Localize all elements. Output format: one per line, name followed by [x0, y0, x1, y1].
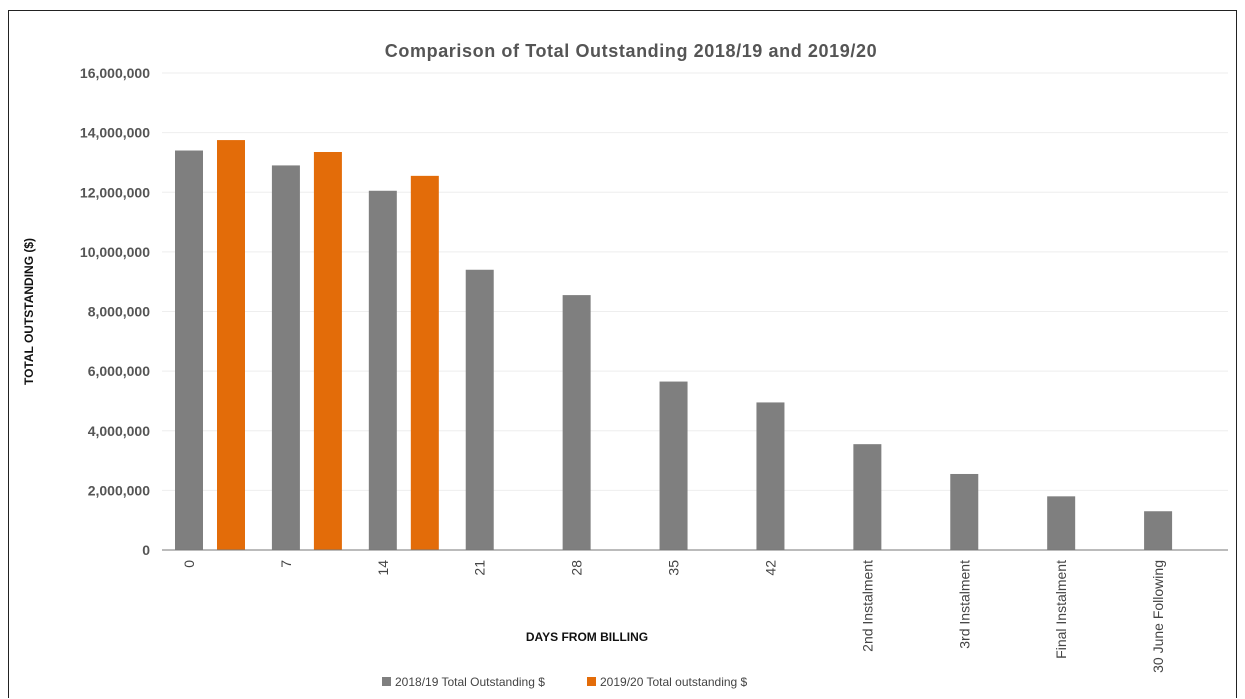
x-tick-label: 7: [278, 560, 294, 568]
bar-2018-19: [465, 269, 494, 550]
legend-swatch: [587, 677, 596, 686]
x-tick-label: 21: [472, 560, 488, 576]
y-tick-label: 6,000,000: [88, 363, 150, 379]
y-tick-label: 8,000,000: [88, 304, 150, 320]
x-tick-label: 42: [762, 560, 778, 576]
bar-2019-20: [410, 175, 439, 550]
x-tick-label: 14: [375, 560, 391, 576]
legend-label: 2019/20 Total outstanding $: [600, 675, 748, 689]
bar-2018-19: [271, 165, 300, 550]
legend-swatch: [382, 677, 391, 686]
bar-2018-19: [853, 444, 882, 550]
y-tick-label: 12,000,000: [80, 184, 150, 200]
bar-2018-19: [1144, 511, 1173, 550]
chart-title: Comparison of Total Outstanding 2018/19 …: [385, 41, 877, 61]
x-tick-label: 35: [666, 560, 682, 576]
bar-2018-19: [1047, 496, 1076, 550]
bars: [175, 140, 1173, 551]
y-tick-label: 14,000,000: [80, 125, 150, 141]
y-tick-label: 16,000,000: [80, 65, 150, 81]
x-tick-label: 2nd Instalment: [859, 560, 875, 652]
bar-chart: Comparison of Total Outstanding 2018/19 …: [22, 41, 1228, 689]
y-tick-label: 2,000,000: [88, 482, 150, 498]
bar-2018-19: [562, 295, 591, 550]
x-tick-label: 28: [569, 560, 585, 576]
y-axis-ticks: 0 2,000,000 4,000,000 6,000,000 8,000,000 10,…: [80, 65, 150, 558]
x-axis-label: DAYS FROM BILLING: [526, 630, 648, 644]
legend-label: 2018/19 Total Outstanding $: [395, 675, 545, 689]
bar-2018-19: [756, 402, 785, 550]
bar-2019-20: [313, 152, 342, 551]
x-tick-label: 0: [181, 560, 197, 568]
bar-2018-19: [659, 381, 688, 550]
y-axis-label: TOTAL OUTSTANDING ($): [22, 238, 36, 385]
x-tick-label: 3rd Instalment: [956, 560, 972, 649]
bar-2019-20: [217, 140, 245, 550]
y-tick-label: 10,000,000: [80, 244, 150, 260]
bar-2018-19: [368, 190, 397, 550]
y-tick-label: 0: [142, 542, 150, 558]
y-tick-label: 4,000,000: [88, 423, 150, 439]
legend: 2018/19 Total Outstanding $ 2019/20 Total…: [382, 675, 748, 689]
x-axis-ticks: 0 7 14 21 28 35 42 2nd Instalment 3rd Instalment…: [181, 560, 1166, 673]
x-tick-label: 30 June Following: [1150, 560, 1166, 673]
x-tick-label: Final Instalment: [1053, 560, 1069, 659]
chart-frame: Comparison of Total Outstanding 2018/19 …: [8, 10, 1237, 698]
bar-2018-19: [175, 150, 203, 550]
bar-2018-19: [950, 473, 979, 550]
